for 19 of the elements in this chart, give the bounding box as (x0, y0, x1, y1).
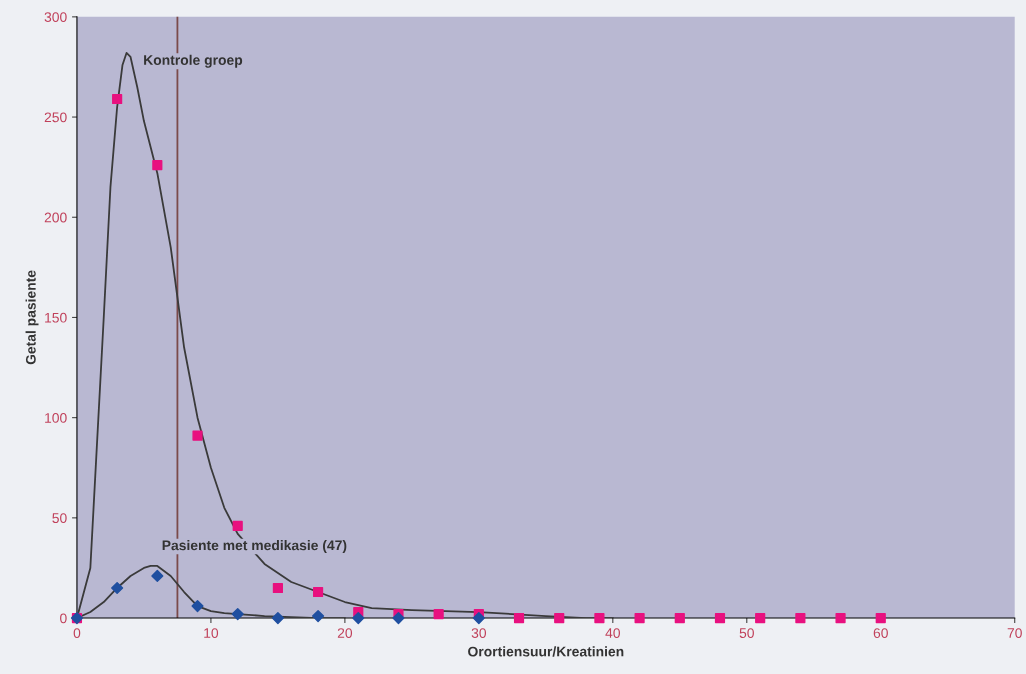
x-tick-label: 40 (605, 628, 620, 638)
x-tick-label: 50 (739, 628, 754, 638)
y-tick-label: 50 (52, 513, 67, 524)
x-tick-label: 70 (1007, 628, 1022, 638)
x-axis-title: Orortiensuur/Kreatinien (468, 646, 624, 657)
y-tick-label: 250 (44, 112, 67, 123)
y-tick-label: 300 (44, 12, 67, 23)
y-tick-label: 0 (60, 613, 67, 624)
x-tick-label: 60 (873, 628, 888, 638)
x-tick-label: 20 (337, 628, 353, 638)
y-tick-label: 200 (44, 212, 67, 223)
annotation: Kontrole groep (144, 54, 243, 68)
y-axis-title: Getal pasiente (25, 270, 39, 365)
x-tick-label: 0 (73, 628, 81, 638)
x-tick-label: 10 (204, 628, 219, 638)
y-tick-label: 100 (45, 412, 67, 423)
y-tick-label: 150 (45, 312, 67, 323)
x-tick-label: 30 (471, 628, 487, 638)
annotation: Pasiente met medikasie (47) (162, 540, 347, 553)
